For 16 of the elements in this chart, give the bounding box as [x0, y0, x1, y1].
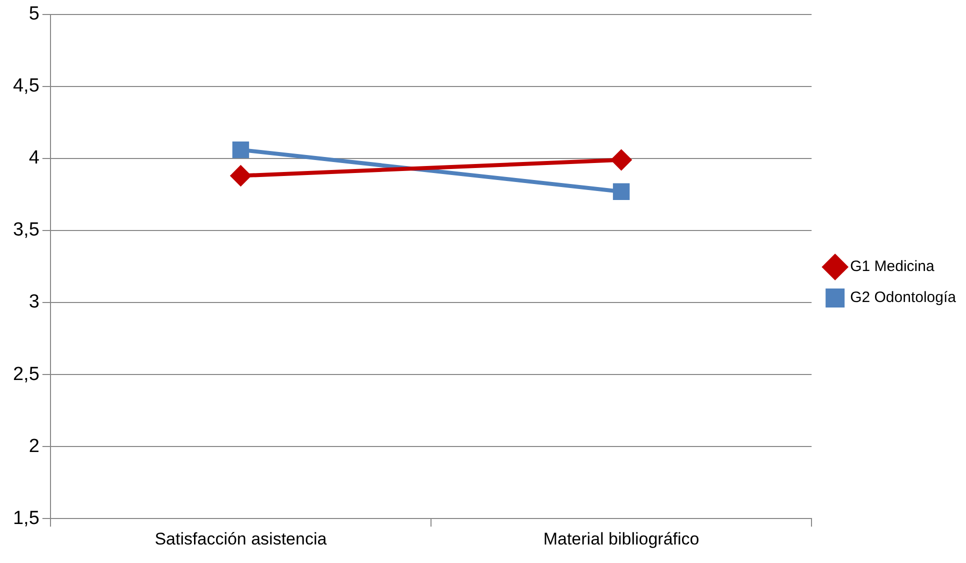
point	[230, 166, 251, 186]
y-tick-label: 5	[28, 4, 40, 25]
y-tick-label: 3	[28, 292, 40, 313]
y-tick-label: 2	[28, 436, 40, 457]
y-tick-label: 2,5	[12, 364, 40, 385]
point	[232, 141, 250, 158]
legend-label: G2 Odontología	[850, 289, 957, 306]
x-tick-label: Satisfacción asistencia	[154, 529, 328, 548]
y-tick-label: 1,5	[12, 508, 40, 529]
point	[612, 183, 630, 200]
legend-label: G1 Medicina	[850, 258, 935, 276]
point	[611, 150, 632, 170]
y-tick-label: 4,5	[12, 76, 40, 97]
x-tick-label: Material bibliográfico	[543, 529, 700, 548]
y-tick-label: 4	[28, 148, 40, 169]
y-tick-label: 3,5	[12, 220, 40, 241]
